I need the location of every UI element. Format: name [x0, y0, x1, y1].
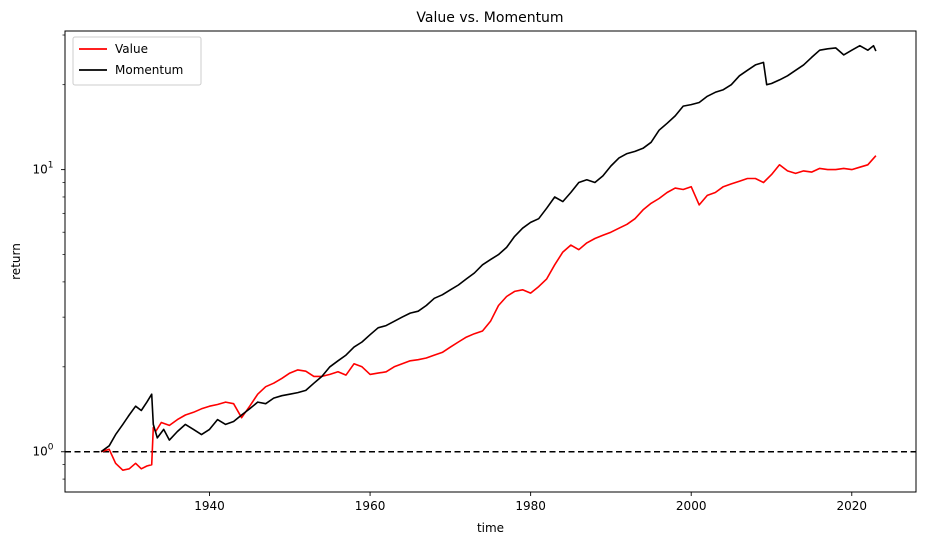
plot-area-frame — [64, 30, 917, 493]
legend: Value Momentum — [72, 36, 202, 86]
x-tick-label: 1980 — [515, 499, 546, 513]
x-tick-label: 1940 — [194, 499, 225, 513]
x-tick-label: 2020 — [837, 499, 868, 513]
x-tick-label: 1960 — [355, 499, 386, 513]
y-axis: 100 101 — [32, 34, 65, 480]
y-axis-label: return — [9, 243, 23, 280]
series-line-momentum — [100, 44, 877, 453]
y-tick-label: 101 — [32, 161, 53, 177]
x-axis: 1940 1960 1980 2000 2020 — [194, 492, 867, 513]
y-tick-label: 100 — [32, 443, 53, 459]
x-tick-label: 2000 — [676, 499, 707, 513]
series-line-value — [100, 155, 877, 472]
legend-label-value: Value — [115, 42, 148, 56]
x-axis-label: time — [477, 521, 504, 535]
legend-label-momentum: Momentum — [115, 63, 183, 77]
series-layer — [100, 44, 877, 472]
chart-title: Value vs. Momentum — [416, 10, 563, 26]
